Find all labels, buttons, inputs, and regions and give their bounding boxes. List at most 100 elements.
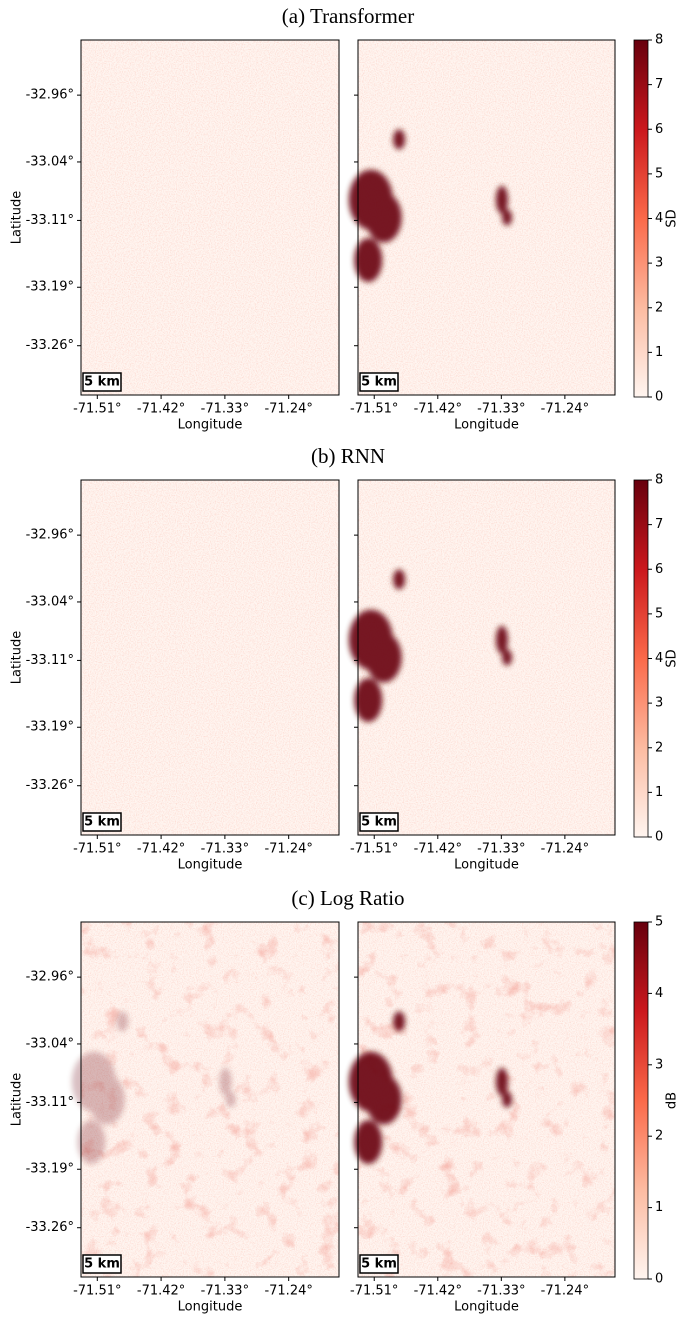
x-tick-label: -71.42° [414,402,462,417]
hotspot [219,1067,232,1096]
scalebar-label: 5 km [84,1257,120,1272]
y-axis-label: Latitude [10,1073,25,1127]
scalebar-box [82,372,122,392]
y-tick-label: -33.11° [26,1095,74,1110]
y-tick-label: -33.26° [26,338,74,353]
colorbar [633,479,649,838]
y-tick-label: -33.11° [26,213,74,228]
hotspot [495,1067,508,1096]
scalebar-box [359,372,399,392]
colorbar-tick-label: 0 [655,830,663,845]
y-tick-label: -33.11° [26,653,74,668]
colorbar-tick-label: 8 [655,33,663,48]
hotspot [88,1074,125,1125]
scalebar-label: 5 km [84,375,120,390]
x-tick-label: -71.24° [541,842,589,857]
x-tick-label: -71.51° [73,842,121,857]
y-tick-label: -33.04° [26,594,74,609]
colorbar-tick-label: 8 [655,473,663,488]
x-tick-label: -71.24° [541,1284,589,1299]
y-axis-label: Latitude [10,631,25,685]
colorbar-tick-label: 4 [655,651,663,666]
y-tick-label: -32.96° [26,970,74,985]
map-speckle [81,480,339,835]
colorbar-tick-label: 0 [655,390,663,405]
y-tick-label: -33.26° [26,778,74,793]
colorbar-tick-label: 4 [655,211,663,226]
map-frame [357,479,616,836]
x-tick-label: -71.33° [477,842,525,857]
hotspots [348,569,513,723]
colorbar-tick-label: 1 [655,345,663,360]
x-tick-label: -71.42° [137,1284,185,1299]
colorbar-label: SD [665,209,678,227]
map-frame [357,39,616,396]
map-frame [80,479,340,836]
colorbar-tick-label: 2 [655,1129,663,1144]
scalebar-box [82,1254,122,1274]
panel-title: (a) Transformer [282,4,414,28]
y-tick-label: -33.19° [26,720,74,735]
x-tick-label: -71.42° [414,842,462,857]
x-tick-label: -71.24° [264,1284,312,1299]
x-tick-label: -71.51° [73,1284,121,1299]
x-tick-label: -71.33° [201,842,249,857]
hotspot [393,1011,406,1032]
x-tick-label: -71.51° [73,402,121,417]
colorbar-tick-label: 1 [655,1200,663,1215]
hotspot [354,1120,383,1165]
colorbar-tick-label: 1 [655,785,663,800]
colorbar-tick-label: 3 [655,1057,663,1072]
colorbar-tick-label: 2 [655,740,663,755]
hotspot [365,192,402,243]
hotspot [225,1091,236,1108]
y-tick-label: -33.26° [26,1220,74,1235]
colorbar-label: SD [665,649,678,667]
x-tick-label: -71.33° [477,402,525,417]
x-tick-label: -71.33° [201,402,249,417]
scalebar-label: 5 km [361,375,397,390]
hotspot [502,209,513,226]
scalebar-box [359,812,399,832]
colorbar-tick-label: 0 [655,1272,663,1287]
hotspots [348,129,513,283]
x-axis-label: Longitude [454,858,519,873]
colorbar-tick-label: 5 [655,915,663,930]
scalebar-box [82,812,122,832]
hotspot [354,238,383,283]
hotspot [393,569,406,590]
x-axis-label: Longitude [178,858,243,873]
colorbar-tick-label: 7 [655,517,663,532]
y-tick-label: -32.96° [26,528,74,543]
colorbar-tick-label: 7 [655,77,663,92]
hotspot [365,632,402,683]
map-frame [80,921,340,1278]
hotspots [71,1011,236,1165]
x-tick-label: -71.51° [350,402,398,417]
x-tick-label: -71.33° [477,1284,525,1299]
colorbar [633,921,649,1280]
hotspot [495,625,508,654]
scalebar-label: 5 km [361,1257,397,1272]
hotspot [502,1091,513,1108]
hotspot [77,1120,106,1165]
y-tick-label: -32.96° [26,88,74,103]
x-axis-label: Longitude [178,418,243,433]
x-tick-label: -71.51° [350,842,398,857]
x-tick-label: -71.51° [350,1284,398,1299]
x-axis-label: Longitude [454,1300,519,1315]
map-frame [80,39,340,396]
x-tick-label: -71.24° [264,842,312,857]
hotspot [116,1011,129,1032]
scalebar-label: 5 km [84,815,120,830]
colorbar-tick-label: 5 [655,606,663,621]
y-tick-label: -33.04° [26,154,74,169]
colorbar-tick-label: 5 [655,166,663,181]
x-tick-label: -71.24° [541,402,589,417]
hotspot [495,185,508,214]
y-axis-label: Latitude [10,191,25,245]
map-frame [357,921,616,1278]
hotspot [502,649,513,666]
y-tick-label: -33.19° [26,1162,74,1177]
